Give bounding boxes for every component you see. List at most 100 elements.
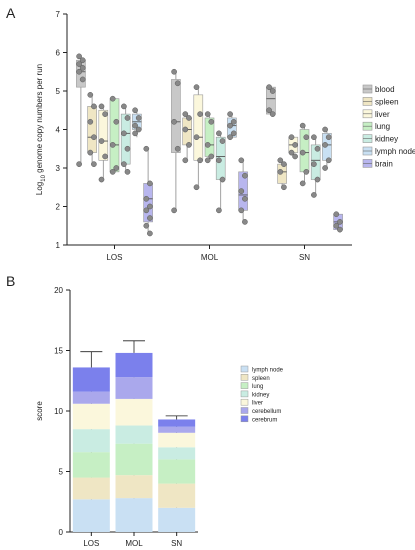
data-point [333, 222, 340, 229]
data-point [132, 122, 138, 129]
data-point [182, 111, 189, 117]
panel-a-x-tick-label: SN [299, 253, 310, 262]
data-point [314, 145, 321, 152]
data-point [216, 157, 222, 164]
data-point [143, 145, 150, 152]
data-point [230, 118, 237, 125]
data-point [132, 107, 138, 114]
data-point [333, 211, 340, 218]
data-point [325, 157, 332, 164]
bar-kidney [72, 429, 110, 453]
legend-b-label: cerebellum [252, 409, 281, 415]
data-point [311, 161, 317, 167]
legend-a-label: blood [375, 85, 395, 94]
legend-b-swatch [240, 365, 249, 373]
data-point [219, 138, 226, 144]
data-point [238, 157, 245, 164]
legend-b-label: cerebrum [252, 417, 277, 423]
bar-lung [115, 443, 153, 476]
legend-a-label: lymph node [375, 147, 415, 156]
data-point [292, 142, 298, 148]
panel-a-y-tick-label: 7 [56, 10, 61, 19]
data-point [174, 80, 181, 87]
bar-lung [158, 459, 196, 484]
data-point [132, 130, 138, 137]
panel-a-y-tick-label: 2 [56, 203, 61, 212]
panel-a-y-tick-label: 1 [56, 241, 61, 250]
legend-b-swatch [240, 398, 249, 406]
data-point [242, 195, 248, 202]
box-liver [193, 94, 204, 161]
data-point [147, 230, 153, 237]
data-point [299, 180, 306, 187]
panel-b-x-tick-label: MOL [125, 539, 143, 548]
bar-cerebellum [115, 377, 153, 399]
data-point [288, 134, 295, 141]
data-point [269, 111, 276, 117]
bar-lymph-node [72, 499, 110, 532]
data-point [91, 134, 97, 141]
data-point [197, 157, 203, 164]
data-point [182, 157, 189, 164]
panel-a-y-tick-label: 3 [56, 164, 61, 173]
data-point [143, 222, 150, 229]
data-point [124, 145, 131, 152]
bar-spleen [115, 475, 153, 499]
data-point [87, 149, 94, 156]
data-point [186, 115, 192, 121]
data-point [98, 176, 105, 183]
data-point [113, 165, 120, 171]
data-point [147, 203, 153, 210]
data-point [204, 157, 211, 164]
legend-a-label: kidney [375, 135, 398, 144]
data-point [171, 207, 177, 214]
data-point [143, 195, 150, 202]
bar-cerebellum [72, 391, 110, 404]
data-point [242, 219, 248, 225]
panel-a-y-tick-label: 4 [56, 126, 61, 135]
panel-a [63, 13, 373, 249]
box-spleen [87, 106, 97, 153]
data-point [325, 134, 332, 141]
data-point [91, 161, 97, 167]
data-point [208, 153, 215, 160]
data-point [124, 115, 131, 121]
data-point [91, 103, 97, 110]
legend-b-label: liver [252, 401, 263, 407]
data-point [102, 111, 108, 117]
panel-a-y-tick-label: 6 [56, 49, 61, 58]
data-point [143, 207, 150, 214]
data-point [135, 126, 142, 133]
bar-spleen [158, 483, 196, 508]
data-point [79, 57, 86, 64]
data-point [113, 118, 120, 125]
panel-a-y-axis-title: Log10 genome copy numbers per run [35, 64, 47, 195]
data-point [121, 103, 127, 110]
data-point [171, 118, 177, 125]
data-point [227, 134, 233, 141]
bar-lung [72, 452, 110, 478]
bar-liver [158, 432, 196, 448]
data-point [204, 142, 211, 148]
data-point [204, 111, 211, 117]
data-point [76, 68, 82, 75]
data-point [193, 184, 200, 191]
bar-liver [115, 398, 153, 426]
panel-b-x-tick-label: LOS [83, 539, 99, 548]
bar-cerebrum [72, 367, 110, 392]
panel-a-x-tick-label: MOL [201, 253, 219, 262]
panel-b-x-tick-label: SN [171, 539, 182, 548]
data-point [109, 95, 116, 102]
data-point [98, 138, 105, 144]
panel-b-y-tick-label: 10 [54, 407, 63, 416]
data-point [135, 115, 142, 121]
data-point [314, 176, 321, 183]
bar-cerebellum [158, 426, 196, 433]
data-point [216, 130, 222, 137]
data-point [266, 107, 272, 114]
legend-a-label: lung [375, 122, 390, 131]
panel-b-y-tick-label: 5 [59, 468, 64, 477]
data-point [322, 165, 328, 171]
data-point [299, 122, 306, 129]
